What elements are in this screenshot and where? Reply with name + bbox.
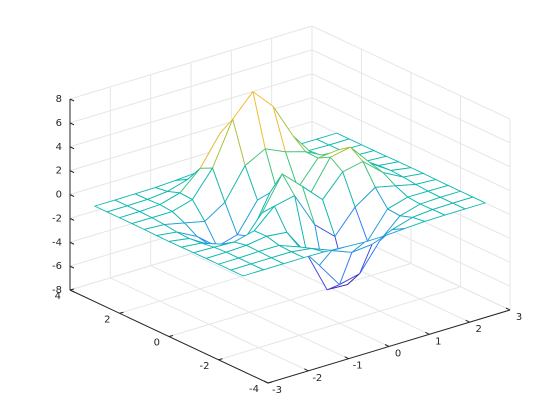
z-tick-label: -6 bbox=[52, 261, 62, 272]
x-tick-label: -3 bbox=[272, 385, 282, 396]
y-tick-label: -4 bbox=[249, 384, 259, 395]
x-tick bbox=[263, 380, 269, 384]
z-tick bbox=[69, 194, 75, 197]
z-tick bbox=[69, 265, 75, 269]
y-tick-label: -2 bbox=[200, 361, 210, 372]
grid-line bbox=[311, 25, 511, 120]
z-tick-label: -2 bbox=[52, 213, 62, 224]
x-tick bbox=[344, 356, 349, 360]
y-tick bbox=[218, 358, 223, 361]
y-tick-label: 4 bbox=[55, 291, 61, 302]
x-tick bbox=[425, 331, 430, 335]
x-tick-label: 0 bbox=[395, 349, 401, 360]
z-tick-label: 8 bbox=[56, 94, 62, 105]
z-tick bbox=[69, 217, 75, 221]
grid-line bbox=[311, 73, 511, 168]
z-tick bbox=[69, 289, 75, 293]
mesh-cell bbox=[230, 263, 264, 277]
z-tick-label: -4 bbox=[52, 237, 62, 248]
y-tick-label: 2 bbox=[104, 314, 110, 325]
y-tick-label: 0 bbox=[154, 338, 160, 349]
grid-line bbox=[311, 97, 511, 192]
z-tick bbox=[69, 122, 75, 126]
x-tick-label: -2 bbox=[312, 373, 322, 384]
z-tick-label: 2 bbox=[56, 166, 62, 177]
x-tick-label: -1 bbox=[353, 361, 363, 372]
grid-line bbox=[218, 286, 461, 361]
z-tick-label: 0 bbox=[56, 190, 62, 201]
x-tick bbox=[465, 319, 470, 323]
grid-line bbox=[168, 263, 412, 337]
y-tick bbox=[168, 335, 174, 337]
x-tick-label: 2 bbox=[475, 324, 481, 335]
x-tick bbox=[384, 344, 390, 347]
x-tick-label: 3 bbox=[516, 312, 522, 323]
grid-line bbox=[69, 25, 313, 100]
x-tick-label: 1 bbox=[435, 336, 441, 347]
z-tick-label: -8 bbox=[52, 285, 62, 296]
x-tick bbox=[505, 307, 511, 311]
z-tick bbox=[69, 241, 75, 245]
grid-line bbox=[69, 73, 313, 148]
x-tick bbox=[304, 368, 309, 372]
grid-line bbox=[311, 49, 511, 144]
y-tick bbox=[119, 311, 124, 314]
z-tick bbox=[69, 170, 75, 174]
y-tick bbox=[267, 381, 273, 384]
z-tick bbox=[69, 98, 75, 102]
grid-line bbox=[69, 49, 313, 124]
z-tick bbox=[69, 146, 75, 150]
z-tick-label: 6 bbox=[56, 118, 62, 129]
z-tick-label: 4 bbox=[56, 142, 62, 153]
